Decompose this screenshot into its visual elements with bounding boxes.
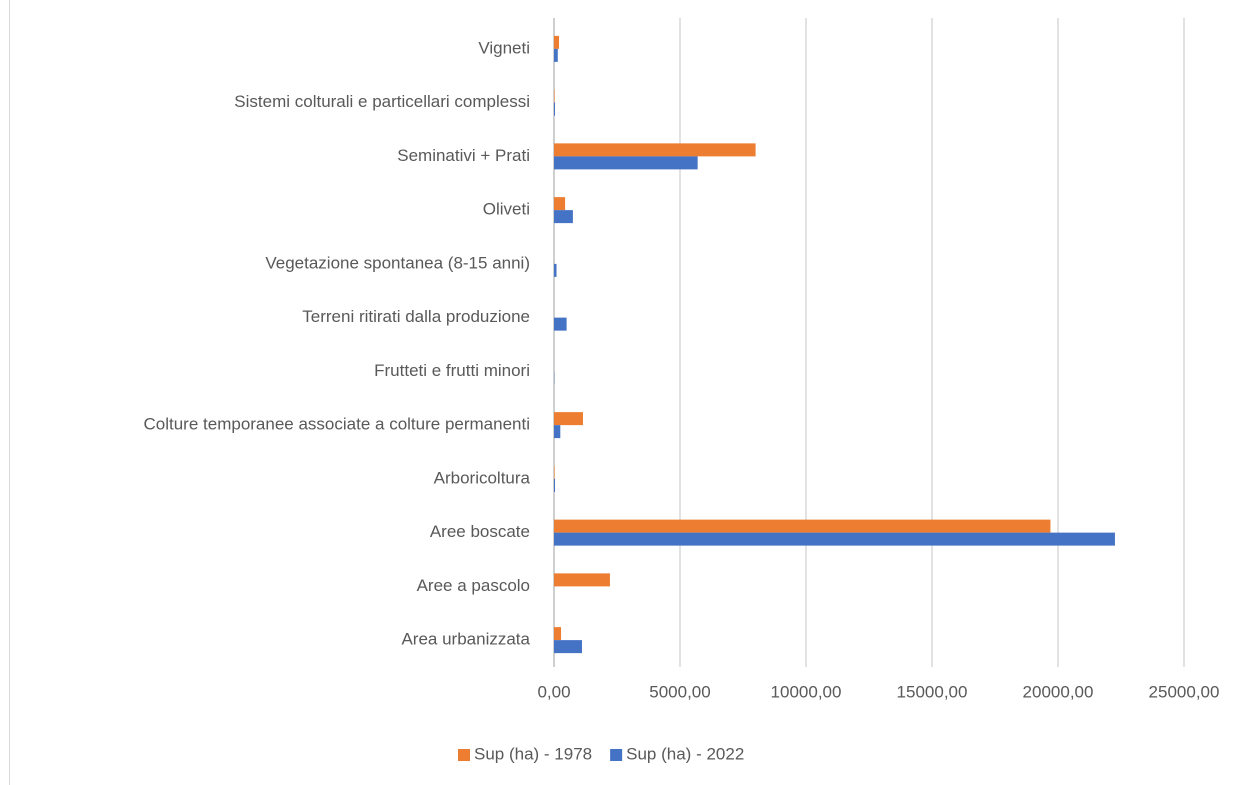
y-tick-label: Vegetazione spontanea (8-15 anni) (265, 253, 530, 272)
bar (554, 263, 557, 277)
bar (554, 425, 561, 439)
legend-label: Sup (ha) - 1978 (474, 744, 592, 763)
bar (554, 532, 1115, 546)
y-tick-label: Frutteti e frutti minori (374, 361, 530, 380)
bar (554, 465, 555, 479)
x-tick-label: 25000,00 (1149, 682, 1220, 701)
y-tick-label: Sistemi colturali e particellari comples… (234, 92, 530, 111)
x-tick-label: 20000,00 (1023, 682, 1094, 701)
y-tick-label: Colture temporanee associate a colture p… (144, 415, 531, 434)
bar (554, 48, 558, 62)
bar (554, 156, 698, 170)
x-tick-label: 15000,00 (897, 682, 968, 701)
y-tick-label: Seminativi + Prati (397, 146, 530, 165)
bar (554, 412, 583, 426)
legend-swatch (610, 749, 623, 761)
bar (554, 89, 555, 103)
y-tick-label: Oliveti (483, 200, 530, 219)
x-tick-label: 0,00 (537, 682, 570, 701)
legend-label: Sup (ha) - 2022 (626, 744, 744, 763)
legend-swatch (458, 749, 470, 761)
y-tick-label: Aree a pascolo (417, 576, 530, 595)
bar (554, 102, 556, 116)
bar (554, 640, 582, 654)
bar (554, 627, 562, 641)
y-tick-label: Area urbanizzata (401, 630, 530, 649)
bar (554, 210, 573, 224)
bar (554, 197, 566, 211)
y-tick-label: Aree boscate (430, 522, 530, 541)
bar (554, 317, 567, 331)
x-tick-label: 5000,00 (649, 682, 710, 701)
y-tick-label: Vigneti (478, 38, 530, 57)
bar (554, 35, 560, 49)
x-tick-label: 10000,00 (771, 682, 842, 701)
bar (554, 573, 610, 587)
y-tick-label: Arboricoltura (434, 468, 531, 487)
y-tick-label: Terreni ritirati dalla produzione (302, 307, 530, 326)
bar (554, 478, 556, 492)
bar (554, 519, 1051, 533)
bar (554, 143, 756, 157)
